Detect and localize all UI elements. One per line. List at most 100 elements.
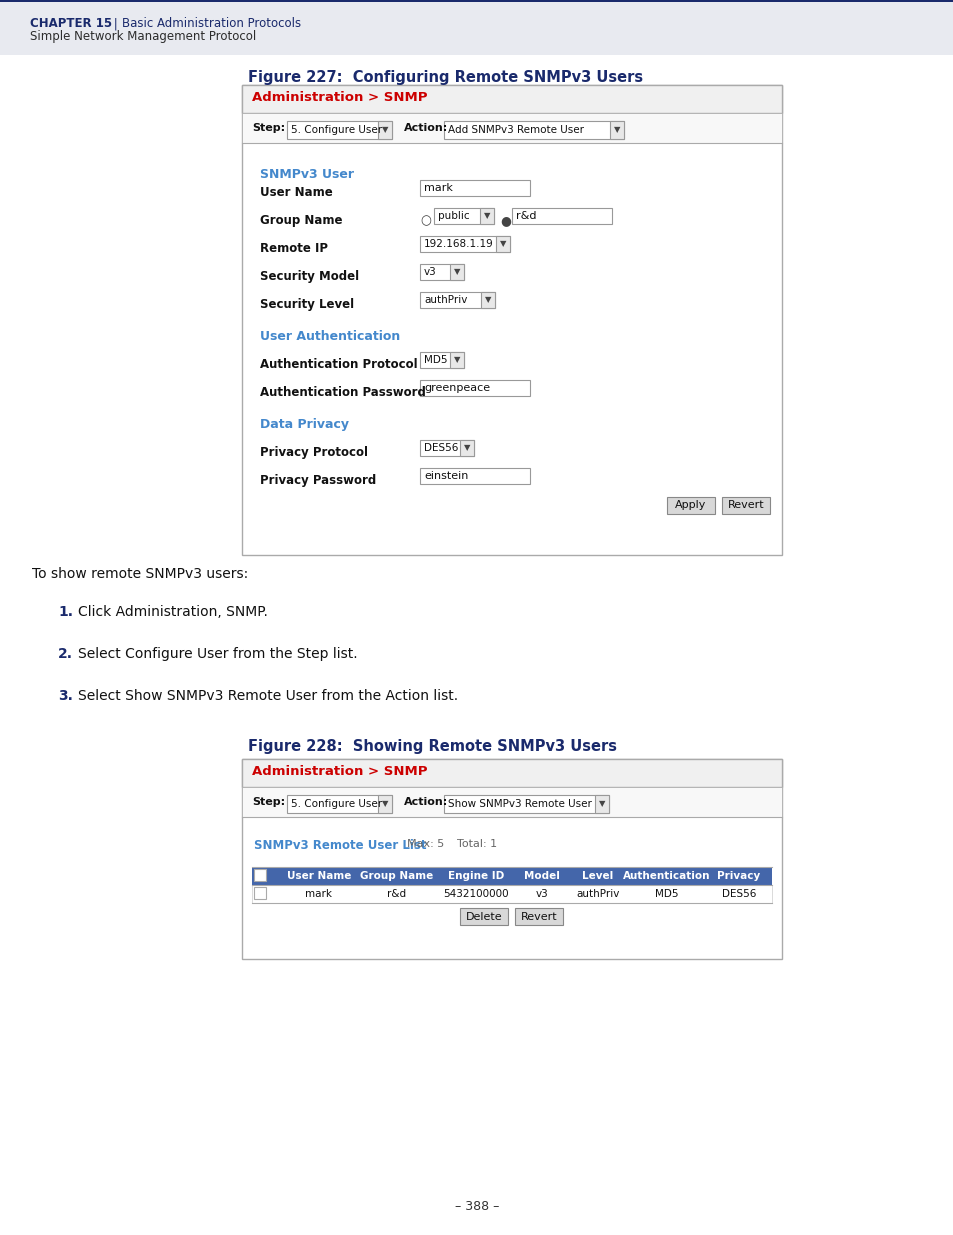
Bar — [595, 795, 608, 813]
Text: Authentication Protocol: Authentication Protocol — [260, 358, 417, 370]
Text: 192.168.1.19: 192.168.1.19 — [423, 240, 494, 249]
Text: Remote IP: Remote IP — [260, 242, 328, 254]
Bar — [253, 887, 266, 899]
Bar — [242, 112, 781, 143]
Bar — [419, 291, 495, 308]
Bar — [480, 291, 495, 308]
Text: User Name: User Name — [287, 871, 351, 881]
Text: 5. Configure User: 5. Configure User — [291, 125, 382, 135]
Bar — [450, 352, 463, 368]
Text: SNMPv3 Remote User List: SNMPv3 Remote User List — [253, 839, 426, 852]
Text: Select Configure User from the Step list.: Select Configure User from the Step list… — [78, 647, 357, 661]
Text: DES56: DES56 — [721, 889, 756, 899]
Text: CHAPTER 15: CHAPTER 15 — [30, 17, 112, 30]
Text: User Authentication: User Authentication — [260, 330, 400, 343]
Text: authPriv: authPriv — [423, 295, 467, 305]
Text: Level: Level — [581, 871, 613, 881]
Text: v3: v3 — [423, 267, 436, 277]
Text: Security Model: Security Model — [260, 270, 358, 283]
Bar — [0, 0, 953, 56]
Text: |: | — [110, 17, 121, 30]
Text: Engine ID: Engine ID — [447, 871, 503, 881]
Text: ▼: ▼ — [499, 240, 506, 248]
Bar — [419, 468, 530, 484]
Text: ▼: ▼ — [598, 799, 604, 809]
Text: Group Name: Group Name — [260, 214, 342, 227]
Text: Figure 227:  Configuring Remote SNMPv3 Users: Figure 227: Configuring Remote SNMPv3 Us… — [248, 70, 642, 85]
Bar — [242, 787, 781, 818]
Text: MD5: MD5 — [655, 889, 678, 899]
Text: 1.: 1. — [58, 605, 73, 619]
Text: ●: ● — [499, 214, 511, 227]
Bar — [419, 380, 530, 396]
Bar — [609, 121, 623, 140]
Text: Security Level: Security Level — [260, 298, 354, 311]
Text: r&d: r&d — [387, 889, 406, 899]
Bar — [443, 795, 608, 813]
Text: greenpeace: greenpeace — [423, 383, 490, 393]
Text: ▼: ▼ — [613, 126, 619, 135]
Bar — [721, 496, 769, 514]
Bar — [419, 236, 510, 252]
Bar — [419, 264, 463, 280]
Text: MD5: MD5 — [423, 354, 447, 366]
Text: Model: Model — [523, 871, 559, 881]
Bar — [242, 85, 781, 112]
Bar — [666, 496, 714, 514]
Text: DES56: DES56 — [423, 443, 457, 453]
Bar — [434, 207, 494, 224]
Text: Action:: Action: — [403, 797, 448, 806]
Text: ▼: ▼ — [484, 295, 491, 305]
Bar — [252, 885, 771, 903]
Text: 3.: 3. — [58, 689, 72, 703]
Bar — [253, 869, 266, 881]
Text: mark: mark — [423, 183, 453, 193]
Text: r&d: r&d — [516, 211, 536, 221]
Text: public: public — [437, 211, 469, 221]
Bar — [515, 908, 562, 925]
Text: Figure 228:  Showing Remote SNMPv3 Users: Figure 228: Showing Remote SNMPv3 Users — [248, 739, 617, 755]
Text: Privacy: Privacy — [717, 871, 760, 881]
Text: Group Name: Group Name — [360, 871, 434, 881]
Text: Step:: Step: — [252, 797, 285, 806]
Text: Authentication: Authentication — [622, 871, 710, 881]
Bar — [242, 760, 781, 787]
Text: Click Administration, SNMP.: Click Administration, SNMP. — [78, 605, 268, 619]
Text: User Name: User Name — [260, 186, 333, 199]
Bar — [496, 236, 510, 252]
Bar — [450, 264, 463, 280]
Bar — [377, 795, 392, 813]
Text: Administration > SNMP: Administration > SNMP — [252, 91, 427, 104]
Text: ▼: ▼ — [381, 126, 388, 135]
Text: authPriv: authPriv — [576, 889, 619, 899]
Text: Privacy Protocol: Privacy Protocol — [260, 446, 368, 459]
Text: – 388 –: – 388 – — [455, 1200, 498, 1213]
Text: ▼: ▼ — [463, 443, 470, 452]
Text: Total: 1: Total: 1 — [456, 839, 497, 848]
Text: 5432100000: 5432100000 — [443, 889, 508, 899]
Bar — [287, 121, 392, 140]
Text: ▼: ▼ — [381, 799, 388, 809]
Text: To show remote SNMPv3 users:: To show remote SNMPv3 users: — [32, 567, 248, 580]
Text: SNMPv3 User: SNMPv3 User — [260, 168, 354, 182]
Bar — [479, 207, 494, 224]
Bar — [443, 121, 623, 140]
Text: 5. Configure User: 5. Configure User — [291, 799, 382, 809]
Text: Data Privacy: Data Privacy — [260, 417, 349, 431]
Text: Simple Network Management Protocol: Simple Network Management Protocol — [30, 30, 256, 43]
Text: Administration > SNMP: Administration > SNMP — [252, 764, 427, 778]
Bar — [242, 85, 781, 555]
Bar — [377, 121, 392, 140]
Text: ▼: ▼ — [483, 211, 490, 221]
Text: einstein: einstein — [423, 471, 468, 480]
Text: ○: ○ — [419, 214, 431, 227]
Bar — [419, 352, 463, 368]
Bar — [252, 867, 771, 885]
Text: Basic Administration Protocols: Basic Administration Protocols — [122, 17, 301, 30]
Text: Delete: Delete — [465, 911, 502, 921]
Bar — [459, 440, 474, 456]
Bar — [242, 760, 781, 960]
Text: Revert: Revert — [520, 911, 557, 921]
Text: ▼: ▼ — [454, 268, 459, 277]
Bar — [459, 908, 507, 925]
